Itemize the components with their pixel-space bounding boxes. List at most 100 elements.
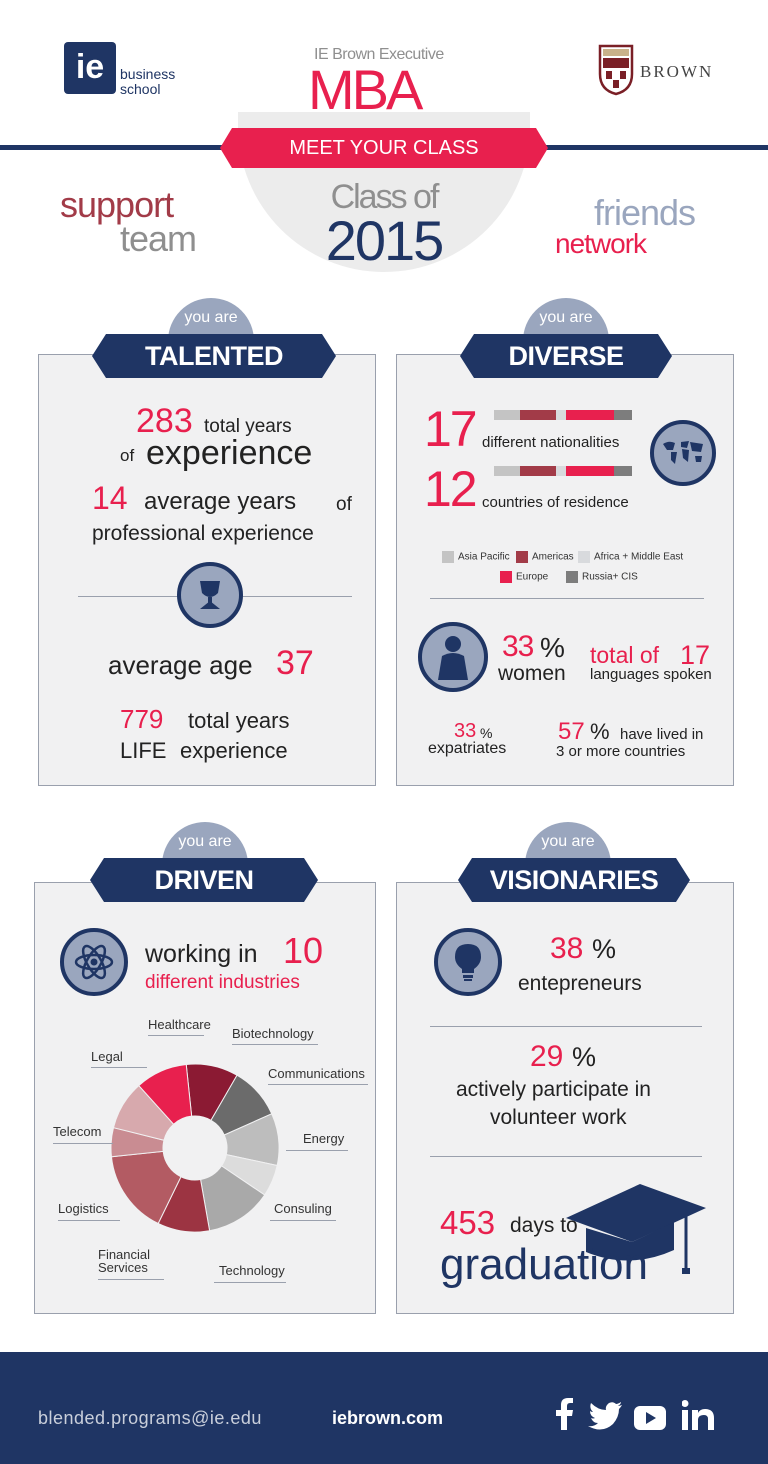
bar-europe-2: [566, 466, 614, 476]
working-block: working in 10 different industries: [143, 930, 363, 996]
leader-healthcare: [148, 1035, 204, 1036]
leader-energy: [286, 1150, 348, 1151]
women-number: 33: [502, 630, 534, 663]
legend-swatch-russia: [566, 571, 578, 583]
experience-of: of: [120, 446, 135, 465]
label-biotechnology: Biotechnology: [232, 1026, 314, 1041]
website-link[interactable]: iebrown.com: [332, 1408, 444, 1428]
bar-russia-2: [614, 466, 632, 476]
brown-logo-text: BROWN: [640, 62, 714, 81]
friends-word: friends: [594, 192, 696, 233]
donut-slice-financial-services: [110, 1150, 182, 1225]
bar-africa-2: [556, 466, 566, 476]
leader-communications: [268, 1084, 368, 1085]
bar-asia: [494, 410, 520, 420]
world-map-icon: [650, 420, 716, 486]
entrepreneurs-block: 38 % entepreneurs: [510, 932, 660, 998]
graduation-cap-icon: [566, 1184, 706, 1274]
leader-technology: [214, 1282, 286, 1283]
avg-years-text: average years: [144, 488, 297, 515]
vol-text1: actively participate in: [456, 1078, 651, 1101]
brown-logo: BROWN: [598, 44, 718, 100]
lightbulb-icon: [434, 928, 502, 996]
driven-banner: DRIVEN: [90, 858, 318, 902]
women-text: women: [498, 662, 566, 685]
class-year: 2015: [325, 209, 445, 272]
legend-africa: Africa + Middle East: [578, 551, 683, 563]
nationalities-bar: [494, 410, 632, 420]
bar-asia-2: [494, 466, 520, 476]
diverse-banner: DIVERSE: [460, 334, 672, 378]
languages-block: total of 17 languages spoken: [590, 640, 730, 690]
ie-logo-text-line2: school: [120, 81, 161, 97]
avg-age-text: average age: [108, 650, 253, 680]
experience-number: 283: [136, 402, 193, 440]
expat-text: expatriates: [428, 740, 507, 757]
ie-logo: ie business school: [64, 42, 194, 98]
twitter-icon-svg: [588, 1402, 622, 1430]
working-text: working in: [145, 940, 258, 968]
woman-icon-svg: [438, 636, 468, 680]
women-pct: %: [540, 632, 565, 663]
avg-years-block: 14 average years of professional experie…: [90, 480, 370, 550]
label-financial-services-2: Services: [98, 1260, 148, 1275]
atom-icon-svg: [74, 944, 114, 980]
residence-bar: [494, 466, 632, 476]
trophy-icon: [177, 562, 243, 628]
avg-age-block: average age 37: [106, 644, 346, 684]
avg-age-number: 37: [276, 644, 314, 682]
lived-text1: have lived in: [620, 726, 704, 743]
legend-swatch-asia: [442, 551, 454, 563]
linkedin-icon[interactable]: [681, 1400, 714, 1430]
legend-asia: Asia Pacific: [442, 551, 510, 563]
residence-number: 12: [424, 461, 478, 517]
legend-label-russia: Russia+ CIS: [582, 571, 638, 583]
youtube-icon[interactable]: [634, 1406, 666, 1430]
bar-africa: [556, 410, 566, 420]
vol-number: 29: [530, 1040, 564, 1073]
avg-years-of: of: [336, 494, 352, 515]
lived-pct: %: [590, 719, 610, 744]
industries-text: different industries: [145, 972, 300, 993]
women-block: 33 % women: [498, 630, 598, 690]
support-word: support: [60, 184, 174, 225]
residence-text: countries of residence: [482, 494, 629, 511]
expat-pct: %: [480, 725, 493, 741]
footer: blended.programs@ie.edu iebrown.com: [0, 1352, 768, 1464]
industries-donut-chart: [110, 1063, 280, 1233]
ribbon-fold-left: [220, 128, 232, 168]
class-of-label: Class of: [330, 178, 440, 216]
lived-block: 57 % have lived in 3 or more countries: [556, 718, 732, 766]
twitter-icon[interactable]: [588, 1402, 622, 1430]
bar-europe: [566, 410, 614, 420]
expat-block: 33 % expatriates: [426, 720, 536, 766]
avg-years-text2: professional experience: [92, 522, 314, 545]
experience-text1: total years: [204, 416, 292, 437]
experience-text2: experience: [146, 434, 313, 472]
label-logistics: Logistics: [58, 1201, 109, 1216]
bar-russia: [614, 410, 632, 420]
leader-consulting: [270, 1220, 336, 1221]
entre-number: 38: [550, 932, 584, 965]
facebook-icon[interactable]: [554, 1398, 574, 1430]
life-text3: experience: [180, 738, 288, 763]
legend-russia: Russia+ CIS: [566, 571, 638, 583]
globe-icon-svg: [663, 441, 703, 464]
label-consulting: Consuling: [274, 1201, 332, 1216]
email-link[interactable]: blended.programs@ie.edu: [38, 1408, 262, 1428]
languages-number: 17: [680, 640, 711, 670]
graduation-text: graduation: [440, 1240, 648, 1289]
legend-swatch-africa: [578, 551, 590, 563]
program-title: MBA: [308, 58, 423, 121]
lightbulb-icon-svg: [455, 944, 481, 981]
volunteer-block: 29 % actively participate in volunteer w…: [440, 1040, 692, 1136]
legend-americas: Americas: [516, 551, 574, 563]
leader-financial: [98, 1279, 164, 1280]
ribbon-fold-right: [536, 128, 548, 168]
legend-swatch-americas: [516, 551, 528, 563]
trophy-icon-svg: [200, 581, 220, 609]
life-number: 779: [120, 704, 164, 734]
languages-text: total of: [590, 642, 660, 668]
meet-class-ribbon: MEET YOUR CLASS: [220, 128, 548, 168]
label-technology: Technology: [219, 1263, 285, 1278]
